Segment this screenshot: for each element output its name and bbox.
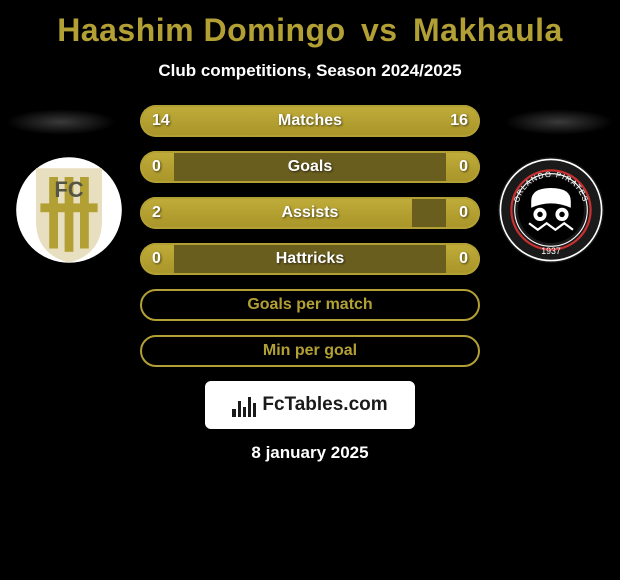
stat-label: Hattricks [140,243,480,275]
stat-bar: 1416Matches [140,105,480,137]
stat-label: Goals per match [247,296,372,314]
stat-label: Goals [140,151,480,183]
shield-icon: FC [14,155,124,265]
club-badge-icon: ORLANDO PIRATES 1937 [496,155,606,265]
title-player-left: Haashim Domingo [57,12,345,48]
subtitle: Club competitions, Season 2024/2025 [0,61,620,81]
stat-bar-empty: Goals per match [140,289,480,321]
title-player-right: Makhaula [413,12,563,48]
title-vs: vs [361,12,398,48]
stat-bar-empty: Min per goal [140,335,480,367]
shadow-left [6,109,116,135]
svg-text:FC: FC [54,177,83,202]
bar-chart-icon [232,393,256,417]
stat-bar: 00Goals [140,151,480,183]
brand-badge[interactable]: FcTables.com [205,381,415,429]
page-title: Haashim Domingo vs Makhaula [0,0,620,49]
comparison-panel: FC ORLANDO PIRATES 1937 1416Matches 00Goa… [0,105,620,463]
stat-label: Assists [140,197,480,229]
shadow-right [504,109,614,135]
team-logo-left: FC [14,155,124,265]
stat-bar: 20Assists [140,197,480,229]
team-logo-right: ORLANDO PIRATES 1937 [496,155,606,265]
stat-label: Matches [140,105,480,137]
brand-text: FcTables.com [262,394,387,416]
stat-bar: 00Hattricks [140,243,480,275]
stat-label: Min per goal [263,342,357,360]
svg-text:1937: 1937 [541,246,561,256]
stat-bars: 1416Matches 00Goals 20Assists 00Hattricks Go… [140,105,480,367]
date: 8 january 2025 [0,443,620,463]
